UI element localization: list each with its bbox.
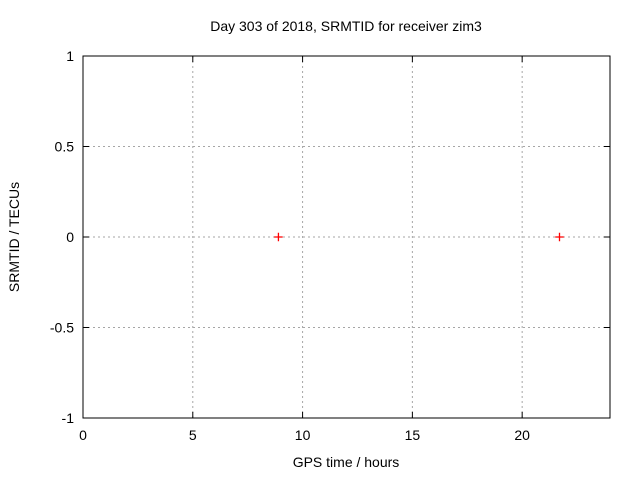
x-tick-label: 20 xyxy=(514,427,530,443)
x-axis-label: GPS time / hours xyxy=(293,454,400,470)
x-tick-label: 5 xyxy=(189,427,197,443)
y-tick-label: -1 xyxy=(62,410,75,426)
y-tick-label: -0.5 xyxy=(50,320,74,336)
plot-border xyxy=(82,55,611,419)
grid-lines xyxy=(83,56,610,418)
y-tick-label: 1 xyxy=(66,48,74,64)
data-point-marker xyxy=(555,232,564,242)
data-point-marker xyxy=(274,232,283,242)
x-tick-label: 0 xyxy=(79,427,87,443)
chart-title: Day 303 of 2018, SRMTID for receiver zim… xyxy=(210,18,482,34)
data-points xyxy=(274,232,564,242)
y-tick-label: 0 xyxy=(66,229,74,245)
y-tick-label: 0.5 xyxy=(55,139,75,155)
tick-labels: 0 5 10 15 20 -1 -0.5 0 0.5 1 xyxy=(50,48,530,443)
y-axis-label: SRMTID / TECUs xyxy=(6,182,22,292)
x-tick-label: 10 xyxy=(295,427,311,443)
x-tick-label: 15 xyxy=(405,427,421,443)
tick-marks xyxy=(82,55,610,419)
